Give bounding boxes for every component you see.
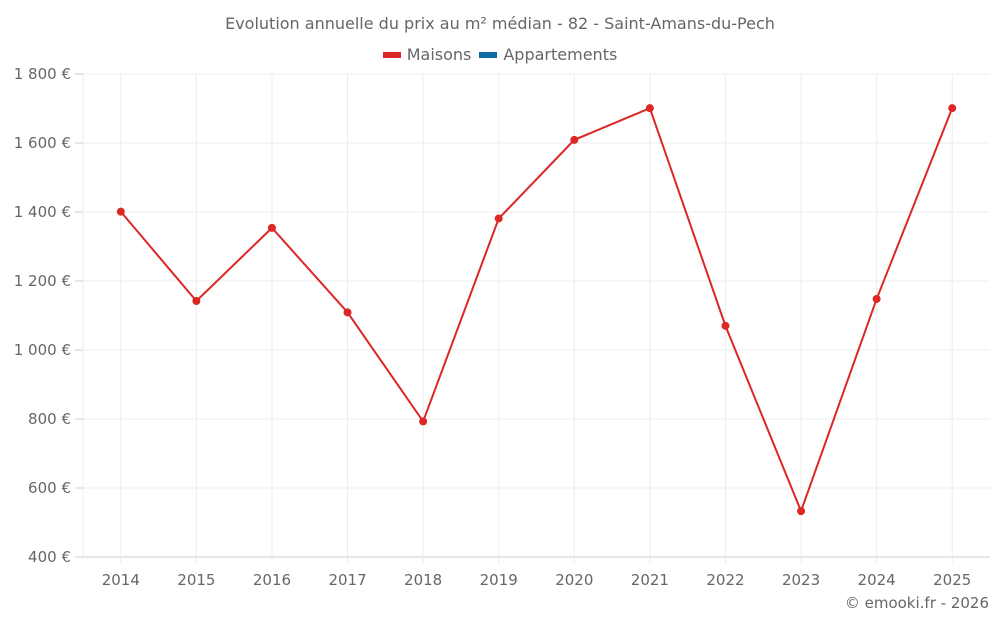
legend-label-maisons: Maisons <box>406 45 472 64</box>
y-tick-label: 1 400 € <box>14 203 71 221</box>
chart-title: Evolution annuelle du prix au m² médian … <box>225 14 775 33</box>
legend-item-appartements[interactable]: Appartements <box>479 45 617 64</box>
data-point[interactable] <box>192 297 201 306</box>
data-point[interactable] <box>570 135 579 144</box>
x-tick-label: 2018 <box>404 571 442 589</box>
y-tick-label: 1 600 € <box>14 134 71 152</box>
x-tick-label: 2023 <box>782 571 820 589</box>
data-point[interactable] <box>721 321 730 330</box>
legend-swatch-appartements <box>479 51 498 58</box>
data-point[interactable] <box>645 104 654 113</box>
chart-legend: Maisons Appartements <box>0 45 1000 64</box>
y-tick-label: 400 € <box>28 548 71 566</box>
legend-item-maisons[interactable]: Maisons <box>382 45 472 64</box>
data-point[interactable] <box>267 223 276 232</box>
data-point[interactable] <box>419 417 428 426</box>
data-point[interactable] <box>116 207 125 216</box>
data-point[interactable] <box>343 308 352 317</box>
series-line <box>120 106 954 514</box>
y-tick-label: 1 200 € <box>14 272 71 290</box>
data-point[interactable] <box>494 214 503 223</box>
credit-text: © emooki.fr - 2026 <box>844 594 989 612</box>
legend-label-appartements: Appartements <box>503 45 618 64</box>
x-tick-label: 2025 <box>933 571 971 589</box>
x-tick-label: 2019 <box>480 571 518 589</box>
x-tick-label: 2024 <box>858 571 896 589</box>
x-tick-label: 2014 <box>102 571 140 589</box>
data-point[interactable] <box>872 294 881 303</box>
y-tick-label: 600 € <box>28 479 71 497</box>
data-point[interactable] <box>797 507 806 516</box>
x-tick-label: 2022 <box>706 571 744 589</box>
x-tick-label: 2020 <box>555 571 593 589</box>
x-tick-label: 2021 <box>631 571 669 589</box>
y-tick-label: 1 000 € <box>14 341 71 359</box>
y-tick-label: 800 € <box>28 410 71 428</box>
x-tick-label: 2015 <box>177 571 215 589</box>
legend-swatch-maisons <box>382 51 401 58</box>
y-tick-label: 1 800 € <box>14 65 71 83</box>
x-tick-label: 2016 <box>253 571 291 589</box>
x-tick-label: 2017 <box>328 571 366 589</box>
data-point[interactable] <box>948 104 957 113</box>
